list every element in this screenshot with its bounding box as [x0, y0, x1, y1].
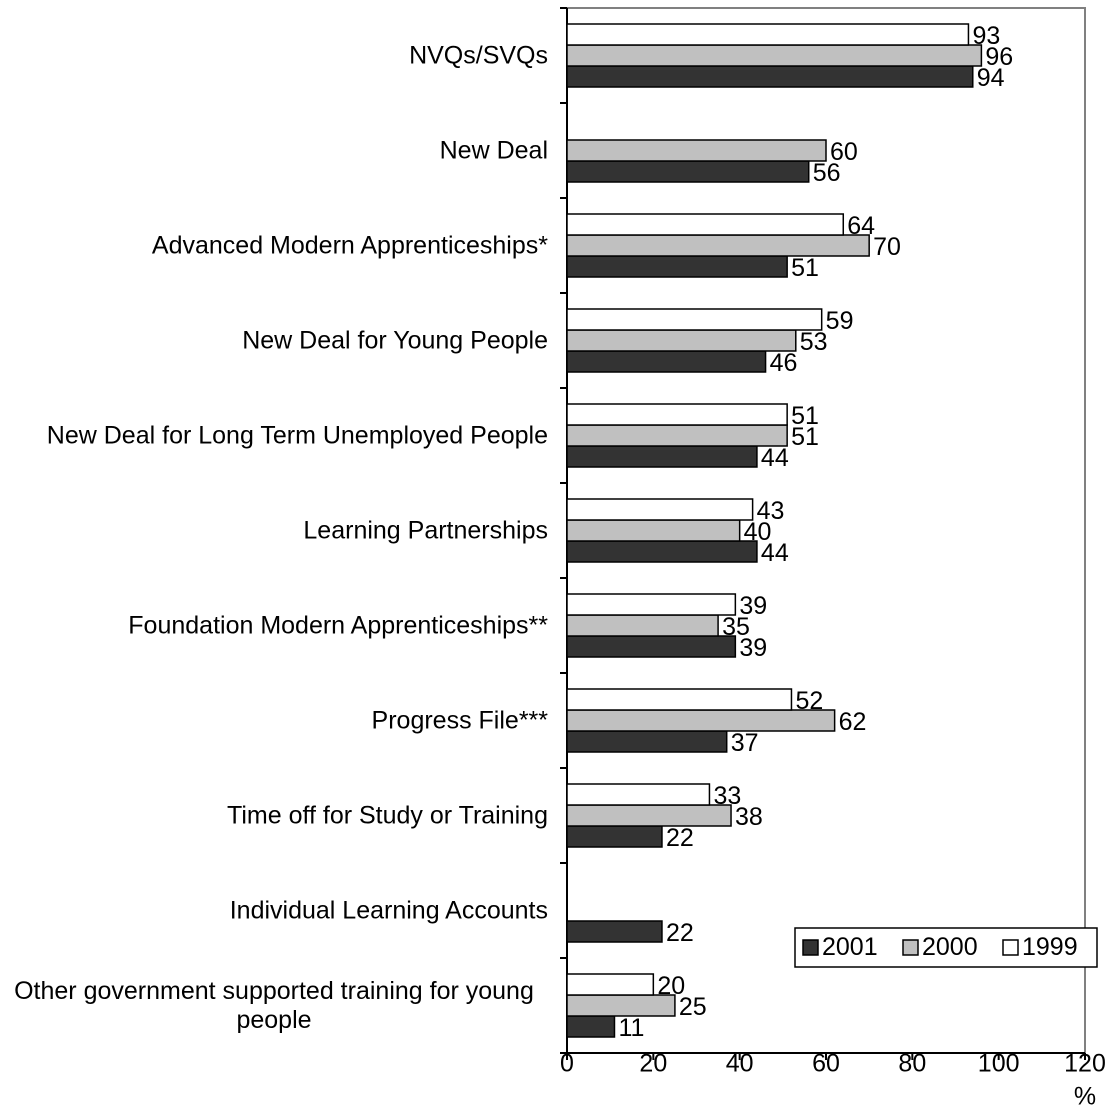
bar [566, 1015, 616, 1038]
value-label: 35 [722, 613, 750, 641]
bar [566, 44, 983, 67]
category-label: Learning Partnerships [303, 516, 548, 544]
bar [566, 350, 767, 373]
x-tick-label: 100 [978, 1050, 1020, 1078]
bar [566, 308, 823, 331]
value-label: 39 [739, 592, 767, 620]
value-label: 22 [666, 824, 694, 852]
value-label: 93 [972, 22, 1000, 50]
value-label: 70 [873, 233, 901, 261]
value-label: 33 [713, 782, 741, 810]
x-tick-label: 120 [1064, 1050, 1106, 1078]
value-label: 11 [618, 1014, 644, 1042]
bar [566, 498, 754, 521]
category-label: New Deal for Long Term Unemployed People [46, 421, 548, 449]
value-label: 22 [666, 919, 694, 947]
value-label: 96 [985, 43, 1013, 71]
category-label: NVQs/SVQs [409, 41, 548, 69]
category-label: Advanced Modern Apprenticeships* [151, 231, 548, 259]
legend-label: 2001 [822, 933, 878, 961]
bar [566, 255, 788, 278]
value-label: 51 [791, 402, 819, 430]
bar [566, 783, 711, 806]
legend-label: 1999 [1022, 933, 1078, 961]
x-tick-label: 0 [560, 1050, 574, 1078]
value-label: 51 [791, 423, 819, 451]
value-label: 44 [761, 539, 789, 567]
bar [566, 403, 788, 426]
value-label: 44 [761, 444, 789, 472]
bar [566, 23, 970, 46]
category-label: Other government supported training for … [14, 976, 534, 1034]
value-label: 46 [770, 349, 798, 377]
bar [566, 920, 663, 943]
bar [566, 445, 758, 468]
value-label: 51 [791, 254, 819, 282]
bar [566, 825, 663, 848]
value-label: 40 [744, 518, 772, 546]
value-label: 94 [977, 64, 1005, 92]
bar [566, 635, 737, 658]
legend-swatch [802, 939, 819, 956]
bar [566, 424, 788, 447]
bar [566, 329, 797, 352]
value-label: 43 [757, 497, 785, 525]
x-tick-label: 60 [812, 1050, 840, 1078]
legend-box [794, 927, 1098, 968]
bar [566, 973, 655, 996]
x-tick-label: 20 [639, 1050, 667, 1078]
x-axis-label: % [1074, 1083, 1096, 1111]
value-label: 53 [800, 328, 828, 356]
bar [566, 540, 758, 563]
bar [566, 65, 974, 88]
value-label: 38 [735, 803, 763, 831]
category-label: New Deal [439, 136, 548, 164]
bar [566, 519, 741, 542]
bar [566, 139, 827, 162]
bar [566, 614, 719, 637]
legend-swatch [1002, 939, 1019, 956]
value-label: 52 [795, 687, 823, 715]
bar [566, 593, 737, 616]
x-tick-label: 40 [726, 1050, 754, 1078]
value-label: 39 [739, 634, 767, 662]
value-label: 60 [830, 138, 858, 166]
category-label: New Deal for Young People [242, 326, 548, 354]
category-label: Individual Learning Accounts [229, 896, 548, 924]
value-label: 62 [839, 708, 867, 736]
bar [566, 234, 870, 257]
value-label: 64 [847, 212, 875, 240]
bar [566, 160, 810, 183]
bar [566, 730, 728, 753]
bar [566, 804, 732, 827]
bar [566, 213, 845, 236]
legend-swatch [902, 939, 919, 956]
x-tick-label: 80 [898, 1050, 926, 1078]
value-label: 25 [679, 993, 707, 1021]
legend-label: 2000 [922, 933, 978, 961]
value-label: 56 [813, 159, 841, 187]
value-label: 59 [826, 307, 854, 335]
value-label: 37 [731, 729, 759, 757]
category-label: Progress File*** [371, 706, 548, 734]
value-label: 20 [657, 972, 685, 1000]
category-label: Time off for Study or Training [227, 801, 548, 829]
category-label: Foundation Modern Apprenticeships** [128, 611, 548, 639]
bar [566, 688, 793, 711]
